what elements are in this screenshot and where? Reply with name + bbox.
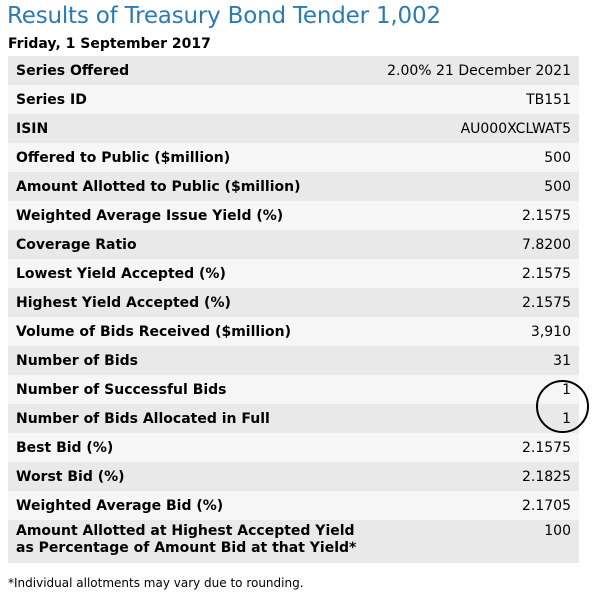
results-table: Series Offered 2.00% 21 December 2021 Se… (8, 56, 579, 563)
row-label: Number of Bids Allocated in Full (8, 404, 380, 433)
row-label: Number of Successful Bids (8, 375, 380, 404)
row-value: 2.1705 (379, 491, 579, 520)
table-row: Number of Bids Allocated in Full 1 (8, 404, 579, 433)
row-label: ISIN (8, 114, 380, 143)
row-label: Worst Bid (%) (8, 462, 380, 491)
row-value: 31 (379, 346, 579, 375)
row-value: 7.8200 (379, 230, 579, 259)
table-row: Coverage Ratio 7.8200 (8, 230, 579, 259)
table-row: Weighted Average Bid (%) 2.1705 (8, 491, 579, 520)
table-row: Offered to Public ($million) 500 (8, 143, 579, 172)
row-value: 100 (379, 520, 579, 563)
table-row: Amount Allotted at Highest Accepted Yiel… (8, 520, 579, 563)
footnote: *Individual allotments may vary due to r… (8, 576, 304, 590)
table-row: Worst Bid (%) 2.1825 (8, 462, 579, 491)
row-value: 2.00% 21 December 2021 (379, 56, 579, 85)
row-value: 500 (379, 172, 579, 201)
row-value: 2.1575 (379, 288, 579, 317)
row-value: TB151 (379, 85, 579, 114)
row-label: Series ID (8, 85, 380, 114)
table-row: Amount Allotted to Public ($million) 500 (8, 172, 579, 201)
row-value: 500 (379, 143, 579, 172)
row-label: Coverage Ratio (8, 230, 380, 259)
table-row: Weighted Average Issue Yield (%) 2.1575 (8, 201, 579, 230)
row-label: Volume of Bids Received ($million) (8, 317, 380, 346)
row-value: 2.1575 (379, 433, 579, 462)
row-value: 2.1575 (379, 259, 579, 288)
table-row: Volume of Bids Received ($million) 3,910 (8, 317, 579, 346)
row-label: Series Offered (8, 56, 380, 85)
page-title: Results of Treasury Bond Tender 1,002 (7, 3, 441, 29)
row-label: Weighted Average Issue Yield (%) (8, 201, 380, 230)
table-row: Series Offered 2.00% 21 December 2021 (8, 56, 579, 85)
row-label: Highest Yield Accepted (%) (8, 288, 380, 317)
table-row: ISIN AU000XCLWAT5 (8, 114, 579, 143)
row-value: 3,910 (379, 317, 579, 346)
table-row: Highest Yield Accepted (%) 2.1575 (8, 288, 579, 317)
row-value: 2.1575 (379, 201, 579, 230)
row-value: 1 (379, 375, 579, 404)
tender-date: Friday, 1 September 2017 (8, 36, 211, 52)
row-label: Amount Allotted at Highest Accepted Yiel… (8, 520, 380, 563)
row-label: Amount Allotted to Public ($million) (8, 172, 380, 201)
row-value: 1 (379, 404, 579, 433)
table-row: Series ID TB151 (8, 85, 579, 114)
row-value: 2.1825 (379, 462, 579, 491)
table-row: Best Bid (%) 2.1575 (8, 433, 579, 462)
table-row: Number of Bids 31 (8, 346, 579, 375)
row-label: Weighted Average Bid (%) (8, 491, 380, 520)
table-row: Number of Successful Bids 1 (8, 375, 579, 404)
row-label: Lowest Yield Accepted (%) (8, 259, 380, 288)
row-value: AU000XCLWAT5 (379, 114, 579, 143)
row-label: Best Bid (%) (8, 433, 380, 462)
row-label: Offered to Public ($million) (8, 143, 380, 172)
table-row: Lowest Yield Accepted (%) 2.1575 (8, 259, 579, 288)
row-label: Number of Bids (8, 346, 380, 375)
